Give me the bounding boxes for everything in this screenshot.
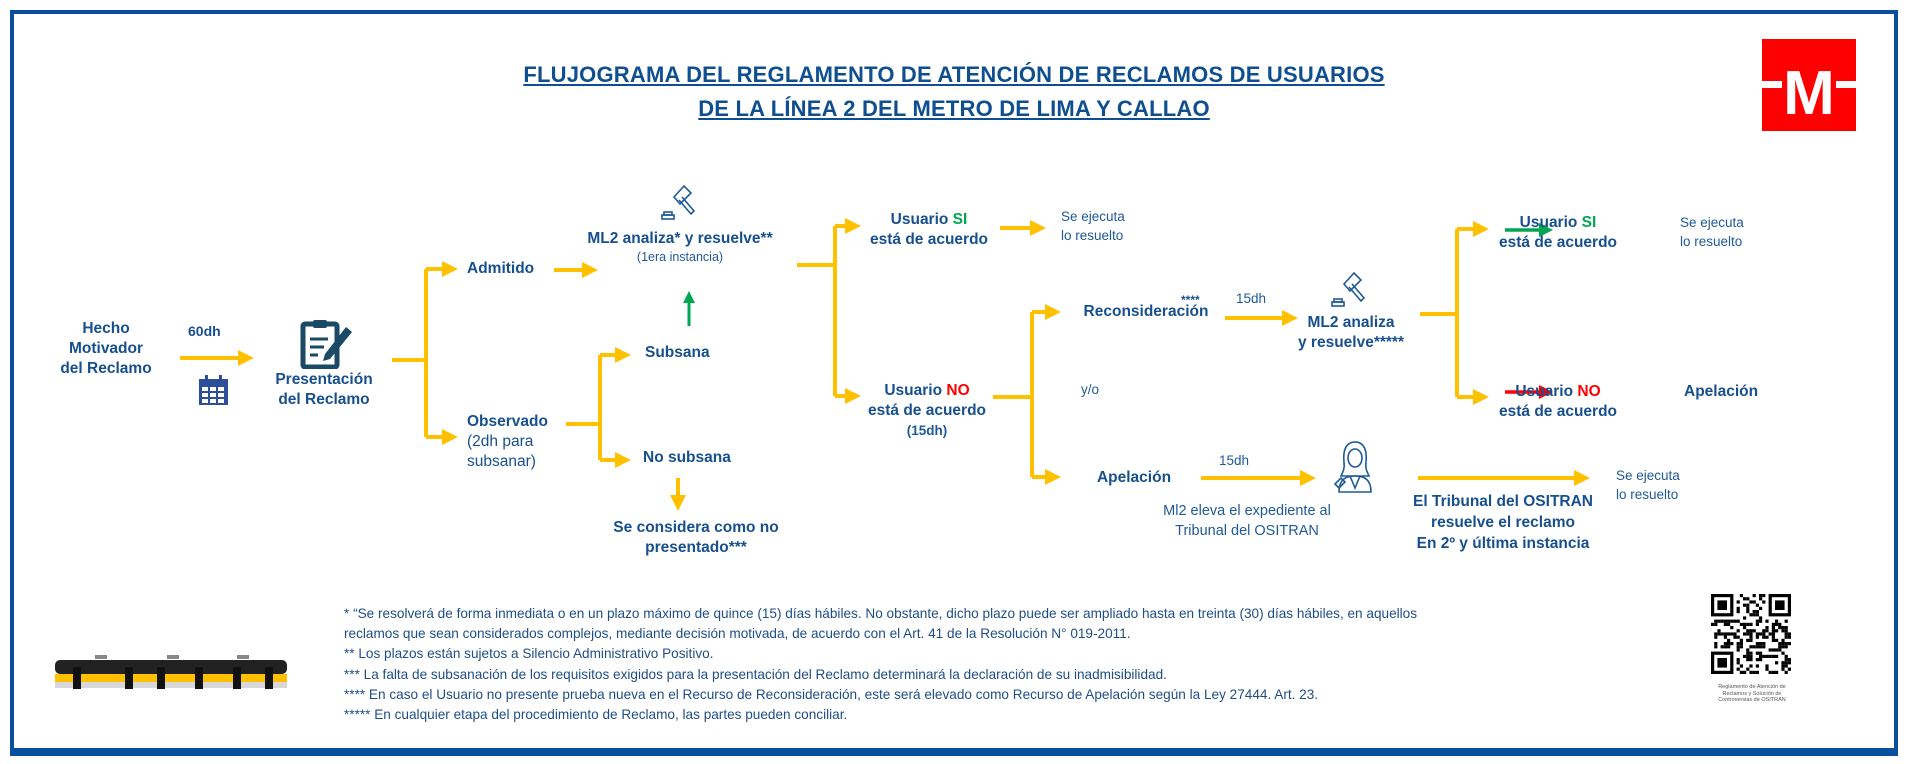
se-ejecuta-3-line-1: Se ejecuta <box>1616 468 1680 483</box>
connector-ml2-branch <box>797 226 837 396</box>
node-tribunal: El Tribunal del OSITRAN resuelve el recl… <box>1413 491 1593 554</box>
hecho-line-1: Hecho <box>82 320 130 337</box>
footnote-3: *** La falta de subsanación de los requi… <box>344 666 1167 682</box>
presentacion-line-1: Presentación <box>275 371 373 388</box>
train-icon <box>55 655 287 689</box>
logo-left-bar <box>1762 81 1782 88</box>
ml2-eleva-line-2: Tribunal del OSITRAN <box>1175 523 1319 539</box>
observado-sub-2: subsanar) <box>467 453 536 470</box>
qr-caption-line-3: Controversias de OSITRAN <box>1718 697 1786 703</box>
hecho-line-2: Motivador <box>68 340 144 357</box>
logo-letter: M <box>1783 59 1835 128</box>
judge-icon <box>1333 441 1372 493</box>
no-presentado-line-2: presentado*** <box>645 539 747 556</box>
usuario-no-1-line-2: está de acuerdo <box>867 402 987 419</box>
node-presentacion: Presentación del Reclamo <box>275 370 372 410</box>
usuario-label: Usuario <box>884 382 947 399</box>
observado-label: Observado <box>467 413 548 430</box>
se-ejecuta-1-line-1: Se ejecuta <box>1061 209 1125 224</box>
node-subsana: Subsana <box>645 344 710 361</box>
node-se-ejecuta-2: Se ejecuta lo resuelto <box>1680 213 1744 251</box>
footnote-1-cont: reclamos que sean considerados complejos… <box>344 626 1131 642</box>
ml2-primera-label: ML2 analiza* y resuelve** <box>587 230 773 247</box>
node-se-ejecuta-3: Se ejecuta lo resuelto <box>1616 466 1680 504</box>
answer-no: NO <box>1577 383 1601 400</box>
answer-si: SI <box>952 211 968 228</box>
title-line-1: FLUJOGRAMA DEL REGLAMENTO DE ATENCIÓN DE… <box>523 62 1385 87</box>
node-ml2-segunda: ML2 analiza y resuelve***** <box>1298 313 1404 353</box>
page-title: FLUJOGRAMA DEL REGLAMENTO DE ATENCIÓN DE… <box>523 58 1384 126</box>
calendar-icon <box>199 375 228 405</box>
metro-logo: M <box>1762 39 1856 131</box>
ml2-segunda-line-1: ML2 analiza <box>1307 314 1395 331</box>
footnote-5: ***** En cualquier etapa del procedimien… <box>344 707 848 723</box>
node-admitido: Admitido <box>467 260 535 277</box>
usuario-label: Usuario <box>1519 214 1582 231</box>
ml2-eleva-line-1: Ml2 eleva el expediente al <box>1163 503 1331 519</box>
clipboard-pencil-icon <box>300 320 352 369</box>
node-no-subsana: No subsana <box>643 449 731 466</box>
node-observado: Observado (2dh para subsanar) <box>467 412 548 472</box>
footnotes: * “Se resolverá de forma inmediata o en … <box>344 604 1417 725</box>
node-hecho-motivador: Hecho Motivador del Reclamo <box>60 319 151 379</box>
ml2-primera-sub: (1era instancia) <box>636 250 724 264</box>
usuario-no-1-plazo: (15dh) <box>906 423 948 438</box>
node-no-presentado: Se considera como no presentado*** <box>613 518 778 558</box>
node-reconsideracion: Reconsideración <box>1083 303 1209 320</box>
node-apelacion: Apelación <box>1096 469 1172 486</box>
logo-right-bar <box>1836 81 1856 88</box>
footnote-4: **** En caso el Usuario no presente prue… <box>344 686 1319 702</box>
usuario-label: Usuario <box>1515 383 1578 400</box>
plazo-60dh: 60dh <box>188 323 221 339</box>
plazo-reconsideracion: 15dh <box>1236 291 1267 306</box>
footnote-1: * “Se resolverá de forma inmediata o en … <box>344 606 1418 621</box>
se-ejecuta-2-line-2: lo resuelto <box>1680 234 1743 249</box>
node-usuario-si-2: Usuario SI está de acuerdo <box>1499 213 1617 253</box>
se-ejecuta-3-line-2: lo resuelto <box>1616 487 1679 502</box>
observado-sub-1: (2dh para <box>467 433 534 450</box>
ml2-segunda-line-2: y resuelve***** <box>1298 334 1404 351</box>
presentacion-line-2: del Reclamo <box>278 391 370 408</box>
qr-caption-line-2: Reclamos y Solución de <box>1722 690 1782 697</box>
se-ejecuta-1-line-2: lo resuelto <box>1061 228 1124 243</box>
usuario-label: Usuario <box>890 211 953 228</box>
node-apelacion-2: Apelación <box>1684 383 1759 400</box>
tribunal-line-3: En 2º y última instancia <box>1416 535 1590 552</box>
qr-code[interactable] <box>1711 594 1791 674</box>
node-ml2-eleva: Ml2 eleva el expediente al Tribunal del … <box>1163 501 1331 541</box>
se-ejecuta-2-line-1: Se ejecuta <box>1680 215 1744 230</box>
tribunal-line-1: El Tribunal del OSITRAN <box>1413 493 1593 510</box>
label-y-o: y/o <box>1081 382 1100 397</box>
node-ml2-primera: ML2 analiza* y resuelve** (1era instanci… <box>587 229 772 266</box>
usuario-si-2-line-2: está de acuerdo <box>1498 234 1618 251</box>
connector-no-1-branch <box>993 312 1034 477</box>
node-usuario-si-1: Usuario SI está de acuerdo <box>870 210 988 250</box>
qr-caption-line-1: Reglamento de Atención de <box>1718 684 1786 690</box>
no-presentado-line-1: Se considera como no <box>613 519 779 536</box>
node-usuario-no-1: Usuario NO está de acuerdo (15dh) <box>868 381 986 440</box>
usuario-si-1-line-2: está de acuerdo <box>869 231 989 248</box>
connector-ml2-2-branch <box>1420 229 1459 397</box>
footnote-2: ** Los plazos están sujetos a Silencio A… <box>344 646 714 662</box>
qr-caption: Reglamento de Atención de Reclamos y Sol… <box>1718 684 1786 704</box>
reconsideracion-mark: **** <box>1181 293 1200 307</box>
page-frame <box>10 10 1898 756</box>
hecho-line-3: del Reclamo <box>60 360 152 377</box>
answer-no: NO <box>946 382 970 399</box>
node-se-ejecuta-1: Se ejecuta lo resuelto <box>1061 207 1125 245</box>
tribunal-line-2: resuelve el reclamo <box>1431 514 1575 531</box>
answer-si: SI <box>1581 214 1597 231</box>
plazo-apelacion: 15dh <box>1219 453 1250 468</box>
title-line-2: DE LA LÍNEA 2 DEL METRO DE LIMA Y CALLAO <box>698 96 1210 121</box>
gavel-icon <box>661 184 696 220</box>
connector-presentacion-branch <box>392 269 428 437</box>
usuario-no-2-line-2: está de acuerdo <box>1498 403 1618 420</box>
node-usuario-no-2: Usuario NO está de acuerdo <box>1499 382 1617 422</box>
gavel-icon <box>1331 271 1366 307</box>
connector-observado-branch <box>566 355 602 460</box>
